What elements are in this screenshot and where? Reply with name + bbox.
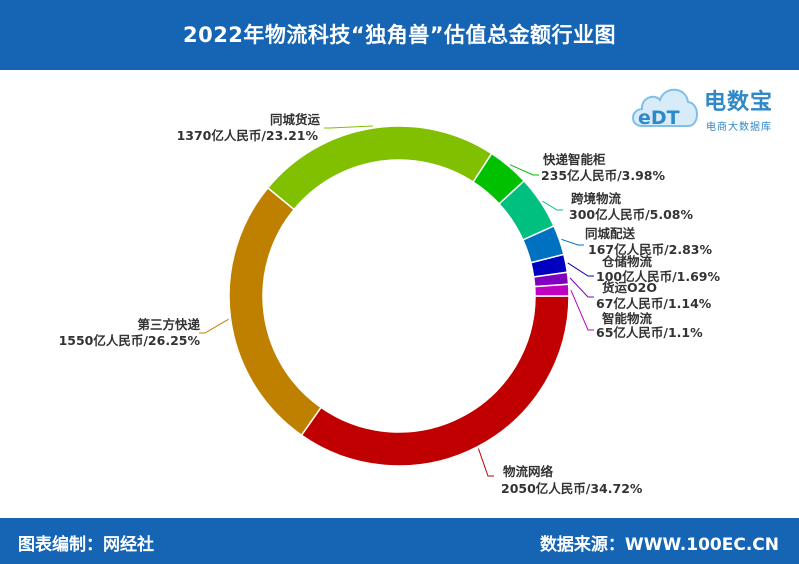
- leader-line-9: [570, 289, 594, 331]
- logo-name: 电数宝: [704, 90, 774, 115]
- slice-name-label: 物流网络: [503, 464, 554, 479]
- slice-value-label: 300亿人民币/5.08%: [569, 207, 693, 222]
- slice-value-label: 1370亿人民币/23.21%: [177, 128, 319, 143]
- leader-line-7: [567, 262, 594, 277]
- leader-line-2: [199, 318, 229, 334]
- logo-mark: eDT: [638, 107, 680, 129]
- donut-slice-1: [300, 295, 570, 467]
- slice-name-label: 智能物流: [601, 311, 653, 326]
- leader-line-5: [542, 200, 563, 211]
- chart-title: 2022年物流科技“独角兽”估值总金额行业图: [182, 23, 617, 47]
- slice-value-label: 2050亿人民币/34.72%: [501, 481, 643, 496]
- slice-name-label: 货运O2O: [602, 280, 657, 295]
- slice-name-label: 同城配送: [585, 226, 636, 241]
- leader-line-3: [324, 125, 373, 129]
- slice-name-label: 仓储物流: [601, 254, 653, 269]
- leader-line-8: [569, 277, 594, 298]
- slice-value-label: 67亿人民币/1.14%: [596, 296, 712, 311]
- donut-slice-9: [533, 283, 570, 297]
- logo: eDT 电数宝 电商大数据库: [628, 76, 798, 140]
- slice-value-label: 100亿人民币/1.69%: [596, 269, 720, 284]
- footer-bar: 图表编制：网经社 数据来源：WWW.100EC.CN: [0, 518, 799, 564]
- footer-credit: 图表编制：网经社: [18, 535, 154, 555]
- slice-name-label: 快递智能柜: [543, 152, 606, 167]
- donut-slice-2: [228, 186, 323, 437]
- slice-name-label: 跨境物流: [571, 191, 622, 206]
- slice-value-label: 65亿人民币/1.1%: [596, 325, 703, 340]
- slice-value-label: 1550亿人民币/26.25%: [59, 333, 201, 348]
- cloud-logo-icon: eDT: [632, 88, 698, 129]
- slice-value-label: 235亿人民币/3.98%: [541, 168, 665, 183]
- footer-source: 数据来源：WWW.100EC.CN: [539, 535, 779, 555]
- slice-value-label: 167亿人民币/2.83%: [588, 242, 712, 257]
- logo-subtitle: 电商大数据库: [706, 122, 772, 133]
- slice-name-label: 同城货运: [270, 112, 321, 127]
- leader-line-6: [561, 238, 584, 246]
- leader-line-1: [477, 448, 494, 477]
- slice-name-label: 第三方快递: [137, 317, 200, 332]
- leader-line-4: [509, 164, 539, 176]
- header-bar: 2022年物流科技“独角兽”估值总金额行业图: [0, 0, 799, 70]
